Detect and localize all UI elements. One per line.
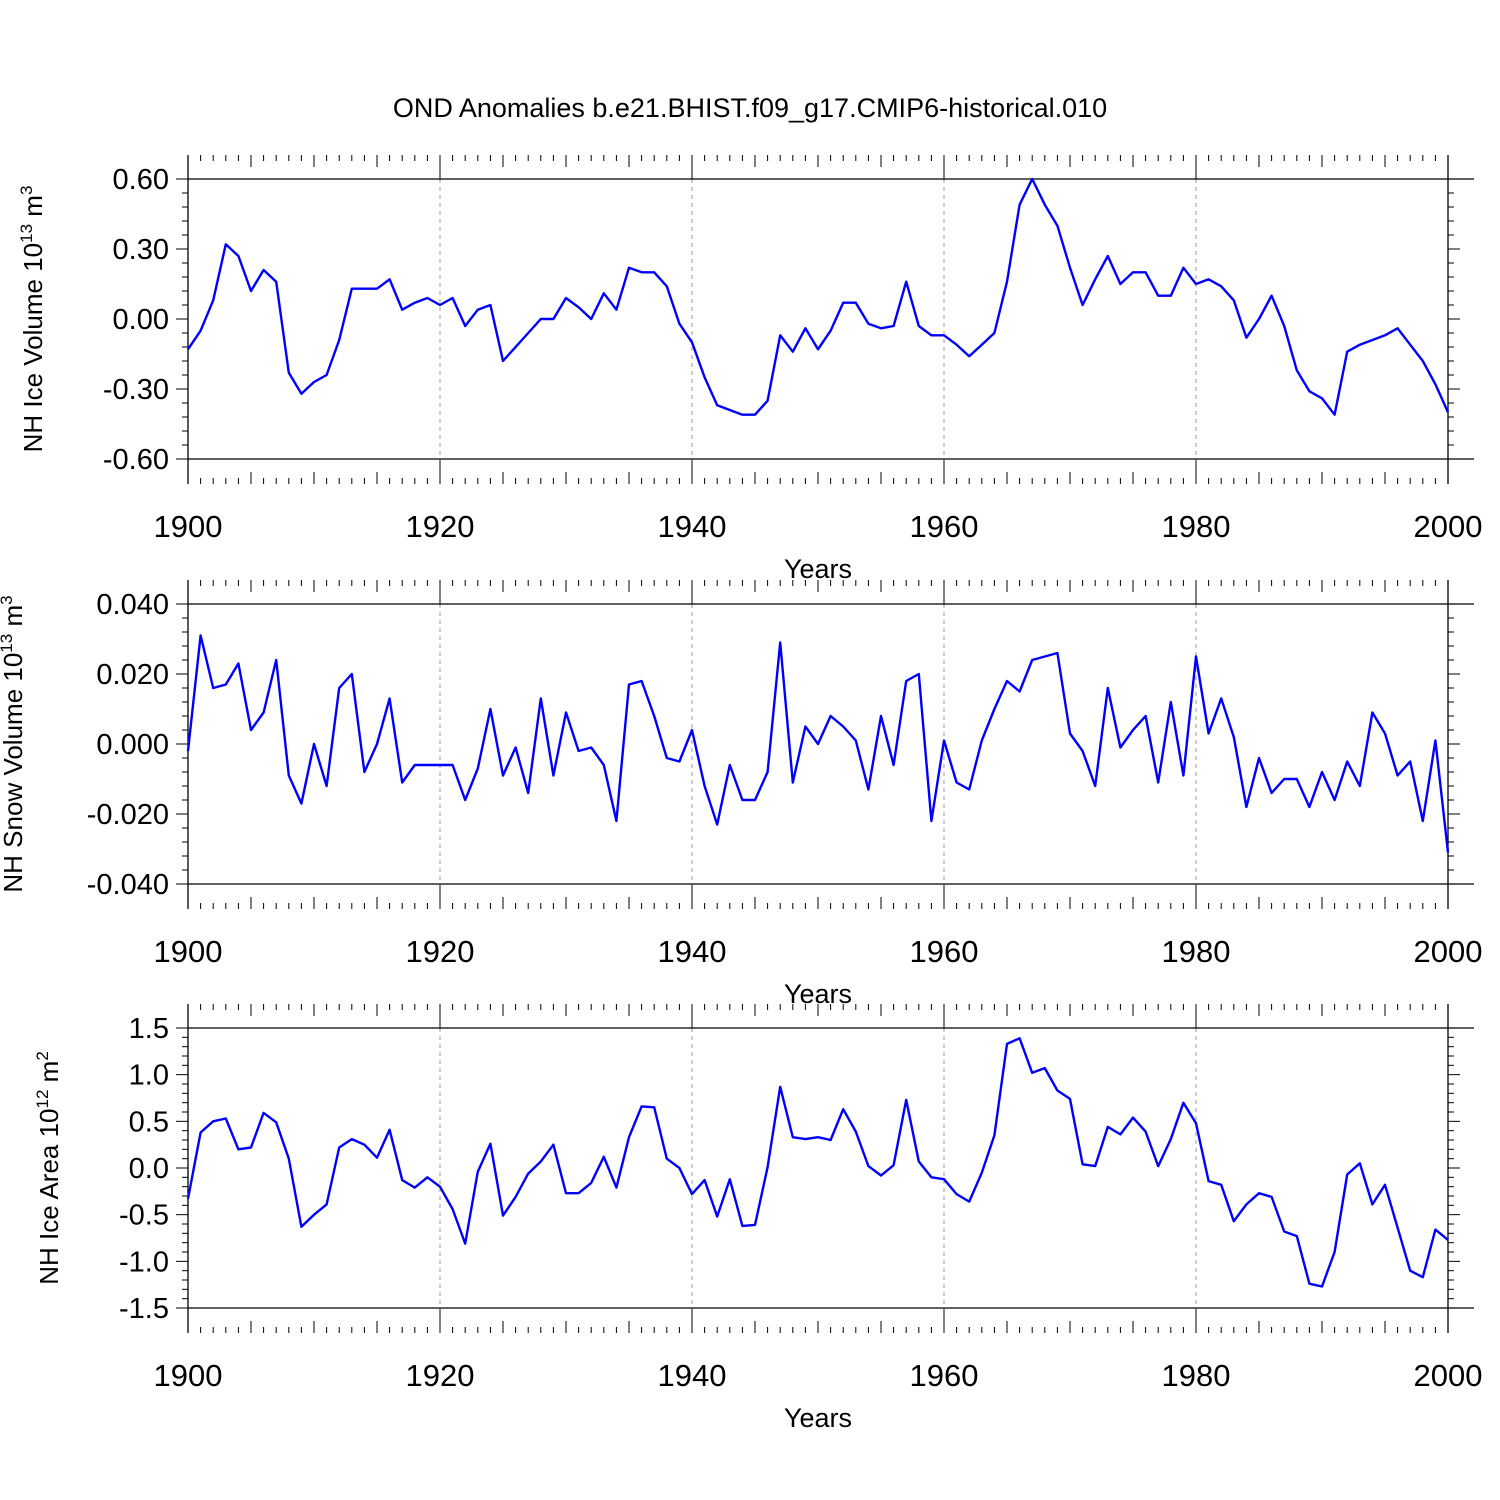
panel-3-xtick-label: 1960	[910, 1358, 979, 1393]
panel-1-ytick-label: -0.60	[103, 444, 169, 476]
panel-2-xtick-label: 1980	[1162, 934, 1231, 969]
panel-2-xtick-label: 1960	[910, 934, 979, 969]
panel-1-xtick-label: 1900	[154, 509, 223, 544]
panel-3-xtick-label: 2000	[1414, 1358, 1483, 1393]
panel-3-ytick-label: -0.5	[119, 1200, 169, 1232]
panel-3-ytick-label: -1.0	[119, 1246, 169, 1278]
panel-2-xtick-label: 1900	[154, 934, 223, 969]
panel-1-ytick-label: 0.30	[113, 234, 169, 266]
panel-2-xtick-label: 2000	[1414, 934, 1483, 969]
panel-2-ytick-label: 0.040	[96, 589, 169, 621]
chart-title: OND Anomalies b.e21.BHIST.f09_g17.CMIP6-…	[393, 93, 1107, 123]
panel-3-ytick-label: 0.0	[129, 1153, 169, 1185]
panel-1-series-line	[187, 177, 1450, 416]
panel-3-ytick-label: 1.5	[129, 1013, 169, 1045]
panel-3-xtick-label: 1980	[1162, 1358, 1231, 1393]
panel-1-xtick-label: 1920	[406, 509, 475, 544]
panel-1-xtick-label: 2000	[1414, 509, 1483, 544]
panel-1-xtick-label: 1980	[1162, 509, 1231, 544]
panel-2-ytick-label: 0.000	[96, 729, 169, 761]
panel-2-xtick-label: 1940	[658, 934, 727, 969]
panel-1-x-axis-label: Years	[784, 554, 852, 584]
panel-2-y-axis-label: NH Snow Volume 1013 m3	[0, 595, 28, 892]
panel-3-x-axis-label: Years	[784, 1403, 852, 1433]
panel-1-ytick-label: 0.60	[113, 164, 169, 196]
panel-3-y-axis-label: NH Ice Area 1012 m2	[33, 1051, 64, 1285]
panel-3-ytick-label: 0.5	[129, 1106, 169, 1138]
panel-3-xtick-label: 1900	[154, 1358, 223, 1393]
panel-2-ytick-label: -0.020	[87, 799, 169, 831]
panel-1-xtick-label: 1960	[910, 509, 979, 544]
panel-1-y-axis-label: NH Ice Volume 1013 m3	[17, 186, 48, 453]
panel-2-ytick-label: -0.040	[87, 869, 169, 901]
panel-1-ytick-label: 0.00	[113, 304, 169, 336]
panel-3-xtick-label: 1920	[406, 1358, 475, 1393]
panel-3-ytick-label: 1.0	[129, 1060, 169, 1092]
panel-2-series-line	[186, 634, 1450, 853]
panel-2-ytick-label: 0.020	[96, 659, 169, 691]
panel-3-xtick-label: 1940	[658, 1358, 727, 1393]
panel-1-xtick-label: 1940	[658, 509, 727, 544]
panel-3-series-line	[186, 1037, 1449, 1288]
panel-2-xtick-label: 1920	[406, 934, 475, 969]
panel-1-ytick-label: -0.30	[103, 374, 169, 406]
panel-3-ytick-label: -1.5	[119, 1293, 169, 1325]
